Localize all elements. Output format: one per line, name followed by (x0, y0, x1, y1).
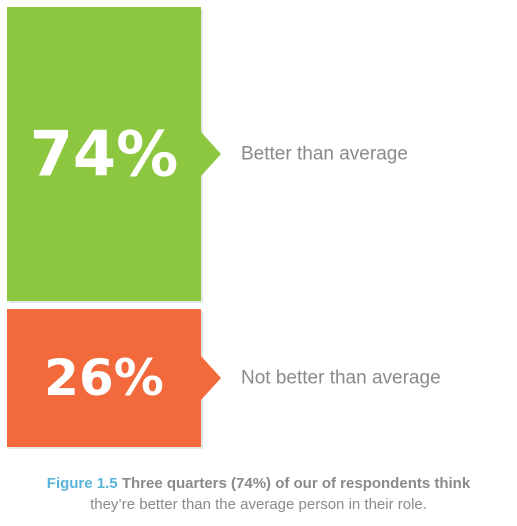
bar-pointer-0 (201, 132, 221, 177)
bar-0 (7, 7, 201, 302)
category-label-0: Better than average (241, 144, 408, 165)
caption-bold-text: Three quarters (74%) of our of responden… (121, 475, 471, 492)
category-label-1: Not better than average (241, 368, 441, 389)
caption-line-1: Figure 1.5 Three quarters (74%) of our o… (0, 473, 517, 494)
chart: 74% Better than average 26% Not better than… (7, 7, 441, 449)
caption-rest-text: they’re better than the average person i… (90, 496, 427, 513)
value-label-1: 26% (44, 349, 164, 407)
figure-label: Figure 1.5 (46, 475, 118, 492)
bar-pointer-1 (201, 356, 221, 401)
figure-caption: Figure 1.5 Three quarters (74%) of our o… (0, 473, 517, 515)
bar-1 (7, 309, 201, 447)
value-label-0: 74% (30, 118, 178, 191)
